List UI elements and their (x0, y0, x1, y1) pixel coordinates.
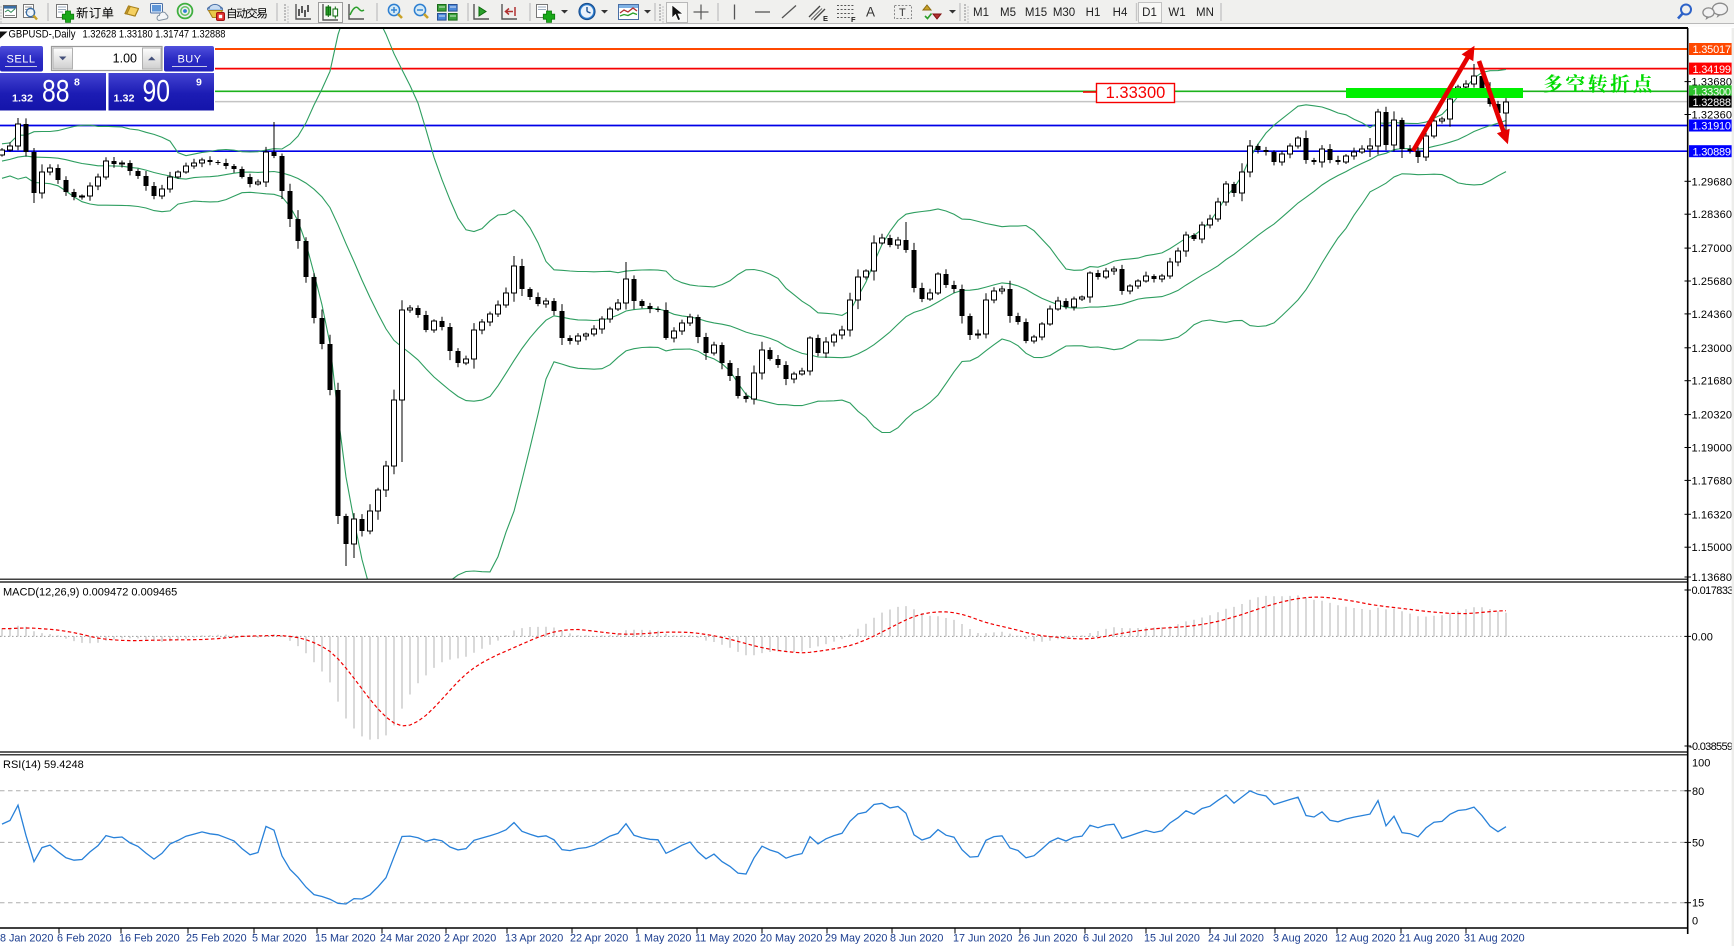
svg-text:SELL: SELL (7, 54, 36, 66)
svg-text:90: 90 (143, 73, 171, 109)
svg-text:16 Feb 2020: 16 Feb 2020 (119, 933, 180, 945)
svg-text:-0.038559: -0.038559 (1689, 741, 1733, 753)
svg-text:3 Aug 2020: 3 Aug 2020 (1273, 933, 1328, 945)
svg-text:0.00: 0.00 (1692, 631, 1713, 643)
svg-text:1.19000: 1.19000 (1692, 443, 1733, 455)
svg-text:1.24360: 1.24360 (1692, 309, 1733, 321)
svg-text:1.32360: 1.32360 (1692, 110, 1733, 122)
svg-text:A: A (866, 5, 875, 20)
svg-text:1.32888: 1.32888 (1693, 97, 1732, 109)
svg-text:M30: M30 (1053, 7, 1075, 19)
svg-text:MN: MN (1196, 7, 1214, 19)
svg-text:24 Jul 2020: 24 Jul 2020 (1208, 933, 1264, 945)
svg-text:1.34199: 1.34199 (1693, 64, 1732, 76)
svg-text:E: E (823, 14, 828, 23)
svg-text:24 Mar 2020: 24 Mar 2020 (380, 933, 441, 945)
svg-text:1.16320: 1.16320 (1692, 509, 1733, 521)
svg-text:T: T (899, 7, 906, 19)
svg-text:1.32628 1.33180 1.31747 1.3288: 1.32628 1.33180 1.31747 1.32888 (83, 29, 226, 41)
svg-text:6 Feb 2020: 6 Feb 2020 (57, 933, 112, 945)
svg-text:1.20320: 1.20320 (1692, 410, 1733, 422)
svg-text:9: 9 (196, 77, 202, 89)
svg-text:D1: D1 (1142, 7, 1157, 19)
svg-text:1.13680: 1.13680 (1692, 572, 1733, 584)
svg-text:1.23000: 1.23000 (1692, 343, 1733, 355)
svg-text:1.28360: 1.28360 (1692, 209, 1733, 221)
svg-text:6 Jul 2020: 6 Jul 2020 (1083, 933, 1133, 945)
svg-text:1.27000: 1.27000 (1692, 243, 1733, 255)
svg-text:100: 100 (1692, 758, 1710, 770)
svg-text:1.31910: 1.31910 (1693, 121, 1732, 133)
svg-text:17 Jun 2020: 17 Jun 2020 (953, 933, 1012, 945)
svg-text:31 Aug 2020: 31 Aug 2020 (1464, 933, 1525, 945)
svg-text:RSI(14) 59.4248: RSI(14) 59.4248 (3, 759, 84, 771)
svg-text:M5: M5 (1000, 7, 1016, 19)
svg-text:22 Apr 2020: 22 Apr 2020 (570, 933, 628, 945)
svg-text:8 Jan 2020: 8 Jan 2020 (0, 933, 53, 945)
svg-text:BUY: BUY (177, 54, 201, 66)
svg-text:1.33300: 1.33300 (1693, 87, 1732, 99)
svg-text:8 Jun 2020: 8 Jun 2020 (890, 933, 943, 945)
svg-text:15: 15 (1692, 898, 1704, 910)
svg-text:GBPUSD-,Daily: GBPUSD-,Daily (9, 29, 76, 41)
svg-text:H4: H4 (1113, 7, 1128, 19)
svg-text:1.32: 1.32 (12, 93, 33, 105)
svg-text:15 Jul 2020: 15 Jul 2020 (1144, 933, 1200, 945)
svg-text:1.29680: 1.29680 (1692, 176, 1733, 188)
svg-text:1.30889: 1.30889 (1693, 146, 1732, 158)
svg-text:29 May 2020: 29 May 2020 (825, 933, 887, 945)
svg-text:M1: M1 (973, 7, 989, 19)
svg-text:M15: M15 (1025, 7, 1047, 19)
svg-text:20 May 2020: 20 May 2020 (760, 933, 822, 945)
svg-text:1.15000: 1.15000 (1692, 542, 1733, 554)
svg-text:5 Mar 2020: 5 Mar 2020 (252, 933, 307, 945)
svg-text:13 Apr 2020: 13 Apr 2020 (505, 933, 563, 945)
svg-text:88: 88 (42, 73, 70, 109)
svg-text:26 Jun 2020: 26 Jun 2020 (1018, 933, 1077, 945)
svg-text:21 Aug 2020: 21 Aug 2020 (1399, 933, 1460, 945)
svg-text:1.21680: 1.21680 (1692, 376, 1733, 388)
svg-text:12 Aug 2020: 12 Aug 2020 (1335, 933, 1396, 945)
svg-text:0.017833: 0.017833 (1692, 585, 1734, 597)
svg-text:11 May 2020: 11 May 2020 (695, 933, 757, 945)
svg-text:1.32: 1.32 (114, 93, 135, 105)
svg-text:80: 80 (1692, 786, 1704, 798)
svg-text:1.00: 1.00 (113, 52, 137, 66)
svg-text:1.17680: 1.17680 (1692, 475, 1733, 487)
svg-text:1.33300: 1.33300 (1106, 84, 1166, 102)
svg-text:1.25680: 1.25680 (1692, 276, 1733, 288)
svg-text:8: 8 (74, 77, 80, 89)
svg-text:F: F (851, 15, 856, 24)
svg-text:1 May 2020: 1 May 2020 (635, 933, 691, 945)
svg-text:W1: W1 (1168, 7, 1185, 19)
svg-text:2 Apr 2020: 2 Apr 2020 (444, 933, 496, 945)
svg-text:MACD(12,26,9) 0.009472 0.00946: MACD(12,26,9) 0.009472 0.009465 (3, 587, 177, 599)
svg-text:0: 0 (1692, 916, 1698, 928)
svg-text:50: 50 (1692, 837, 1704, 849)
svg-text:25 Feb 2020: 25 Feb 2020 (186, 933, 247, 945)
svg-text:H1: H1 (1086, 7, 1101, 19)
svg-text:1.35017: 1.35017 (1693, 44, 1732, 56)
svg-text:15 Mar 2020: 15 Mar 2020 (315, 933, 376, 945)
